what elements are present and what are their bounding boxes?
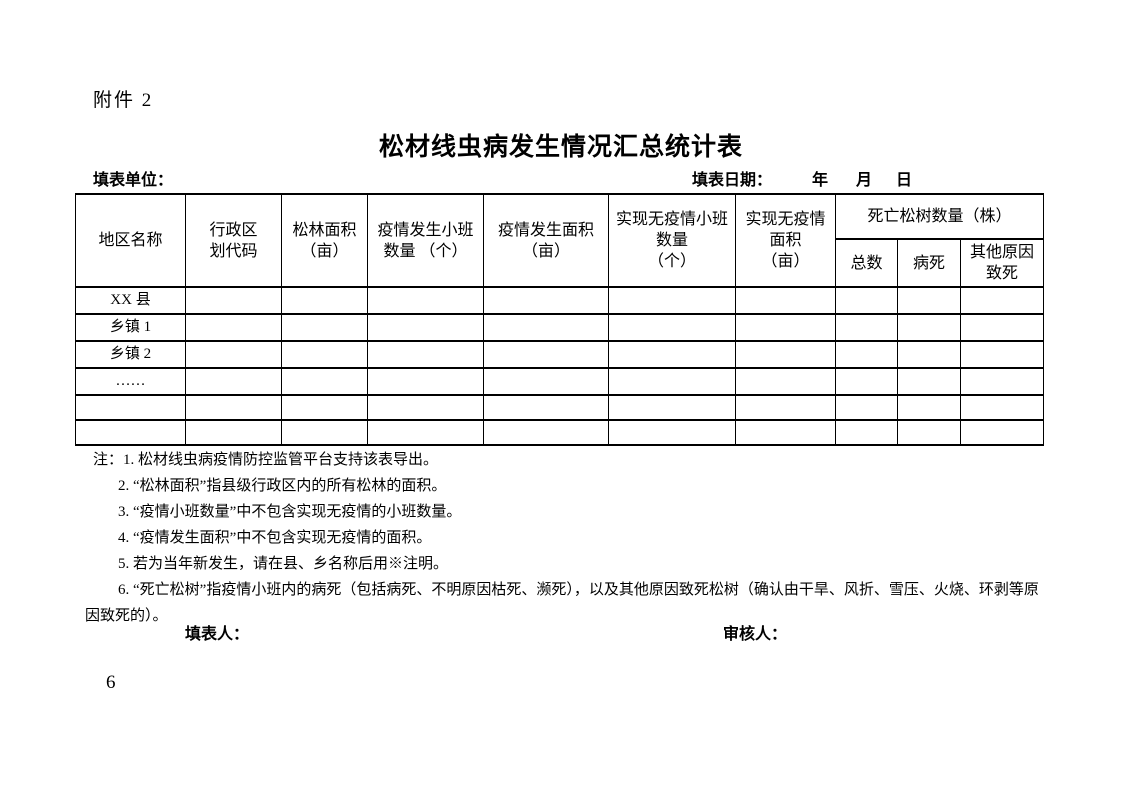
table-cell: [835, 313, 898, 342]
column-header-outbreak-area: 疫情发生面积 （亩）: [483, 193, 609, 288]
column-header-forest-area: 松林面积 （亩）: [281, 193, 368, 288]
table-row: [75, 394, 1045, 421]
table-cell: [483, 419, 609, 446]
attachment-label: 附件 2: [93, 90, 154, 111]
table-cell: [483, 367, 609, 396]
form-unit-label: 填表单位：: [93, 172, 174, 189]
table-cell: [483, 340, 609, 369]
table-cell: [735, 394, 836, 421]
notes: 注：1. 松材线虫病疫情防控监管平台支持该表导出。 2. “松林面积”指县级行政区…: [85, 447, 1045, 629]
table-cell: [897, 394, 961, 421]
table-cell: [185, 419, 282, 446]
column-header-admin-code: 行政区 划代码: [185, 193, 282, 288]
note-line: 5. 若为当年新发生，请在县、乡名称后用※注明。: [118, 556, 449, 572]
table-cell: [897, 419, 961, 446]
table-cell: [281, 313, 368, 342]
column-header-dead-total: 总数: [835, 238, 898, 288]
reviewer-label: 审核人：: [723, 626, 788, 643]
column-header-epidemic-free-area: 实现无疫情 面积 （亩）: [735, 193, 836, 288]
form-date-block: 填表日期： 年 月 日: [692, 166, 912, 190]
note-line: 注：1. 松材线虫病疫情防控监管平台支持该表导出。: [93, 452, 439, 468]
table-cell: [185, 394, 282, 421]
table-cell: [367, 340, 484, 369]
table-cell: [608, 394, 736, 421]
column-header-dead-other: 其他原因 致死: [959, 238, 1045, 288]
table-cell: [897, 340, 961, 369]
table-cell: [367, 394, 484, 421]
table-cell: [483, 394, 609, 421]
table-cell: [281, 394, 368, 421]
table-cell: [897, 286, 961, 315]
table-cell: [281, 367, 368, 396]
table-cell: [367, 419, 484, 446]
table-cell: [608, 367, 736, 396]
table-body: XX 县乡镇 1 乡镇 2……: [75, 286, 1045, 446]
table-cell: [835, 286, 898, 315]
table-cell: [483, 313, 609, 342]
table-cell: [608, 419, 736, 446]
column-header-dead-trees-group: 死亡松树数量（株）: [834, 193, 1045, 240]
table-cell: [367, 367, 484, 396]
table-cell: [367, 313, 484, 342]
table-row: 乡镇 1: [75, 313, 1045, 342]
table-cell: [735, 419, 836, 446]
table-row: XX 县: [75, 286, 1045, 315]
signature-row: 填表人： 审核人：: [0, 620, 1122, 644]
table-cell: [897, 313, 961, 342]
form-date-label: 填表日期：: [692, 172, 773, 189]
note-line: 2. “松林面积”指县级行政区内的所有松林的面积。: [118, 478, 447, 494]
table-cell: [281, 419, 368, 446]
table-cell: [735, 286, 836, 315]
table-cell: [185, 313, 282, 342]
table-cell: [959, 394, 1045, 421]
table-row: [75, 419, 1045, 446]
table-cell: [185, 286, 282, 315]
region-name-cell: 乡镇 1: [75, 313, 186, 342]
table-cell: [835, 340, 898, 369]
column-header-outbreak-plots: 疫情发生小班 数量 （个）: [367, 193, 484, 288]
column-header-region: 地区名称: [75, 193, 186, 288]
date-month-label: 月: [856, 172, 873, 189]
table-cell: [959, 419, 1045, 446]
note-line: 4. “疫情发生面积”中不包含实现无疫情的面积。: [118, 530, 432, 546]
region-name-cell: [75, 394, 186, 421]
table-cell: [483, 286, 609, 315]
statistics-table: 地区名称 行政区 划代码 松林面积 （亩） 疫情发生小班 数量 （个） 疫情发生…: [75, 193, 1045, 446]
date-year-label: 年: [812, 172, 829, 189]
page-number: 6: [106, 672, 116, 693]
table-cell: [959, 340, 1045, 369]
column-header-dead-disease: 病死: [897, 238, 961, 288]
table-cell: [735, 340, 836, 369]
region-name-cell: 乡镇 2: [75, 340, 186, 369]
table-cell: [835, 367, 898, 396]
table-cell: [608, 286, 736, 315]
table-cell: [608, 340, 736, 369]
table-cell: [608, 313, 736, 342]
table-cell: [281, 340, 368, 369]
region-name-cell: [75, 419, 186, 446]
table-cell: [185, 367, 282, 396]
form-filler-label: 填表人：: [185, 626, 250, 643]
column-header-epidemic-free-plots: 实现无疫情小班 数量 （个）: [608, 193, 736, 288]
table-cell: [835, 419, 898, 446]
table-cell: [367, 286, 484, 315]
note-line: 3. “疫情小班数量”中不包含实现无疫情的小班数量。: [118, 504, 462, 520]
table-cell: [897, 367, 961, 396]
page-title: 松材线虫病发生情况汇总统计表: [378, 134, 743, 161]
table-cell: [281, 286, 368, 315]
table-cell: [835, 394, 898, 421]
note-line: 6. “死亡松树”指疫情小班内的病死（包括病死、不明原因枯死、濒死），以及其他原…: [85, 582, 1039, 624]
table-row: 乡镇 2: [75, 340, 1045, 369]
table-cell: [185, 340, 282, 369]
table-cell: [959, 367, 1045, 396]
table-cell: [735, 367, 836, 396]
table-cell: [959, 286, 1045, 315]
table-cell: [735, 313, 836, 342]
table-row: ……: [75, 367, 1045, 396]
table-cell: [959, 313, 1045, 342]
date-day-label: 日: [896, 172, 913, 189]
region-name-cell: ……: [75, 367, 186, 396]
region-name-cell: XX 县: [75, 286, 186, 315]
